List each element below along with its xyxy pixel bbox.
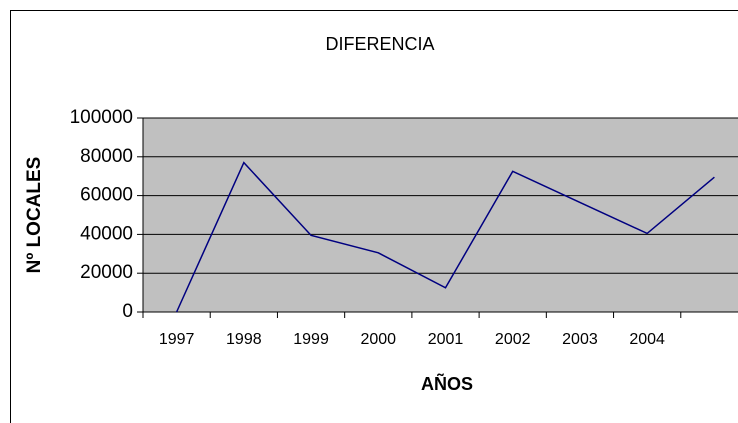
y-tick-label: 0 xyxy=(122,301,133,322)
x-tick-label: 1999 xyxy=(293,331,329,348)
series-line xyxy=(175,161,715,313)
chart-title: DIFERENCIA xyxy=(325,34,434,54)
y-tick-label: 40000 xyxy=(80,223,133,244)
y-axis-label: Nº LOCALES xyxy=(24,157,45,274)
x-tick-label: 2001 xyxy=(428,331,464,348)
x-tick-label: 1997 xyxy=(159,331,195,348)
y-tick-label: 80000 xyxy=(80,146,133,167)
x-tick-label: 1998 xyxy=(226,331,262,348)
y-tick-label: 20000 xyxy=(80,262,133,283)
x-tick-label: 2004 xyxy=(629,331,665,348)
x-tick-label: 2002 xyxy=(495,331,531,348)
x-axis-label: AÑOS xyxy=(421,373,473,394)
y-tick-label: 60000 xyxy=(80,185,133,206)
plot-area xyxy=(142,117,738,313)
x-tick-label: 2000 xyxy=(360,331,396,348)
y-tick-label: 100000 xyxy=(70,107,133,128)
x-tick-label: 2003 xyxy=(562,331,598,348)
